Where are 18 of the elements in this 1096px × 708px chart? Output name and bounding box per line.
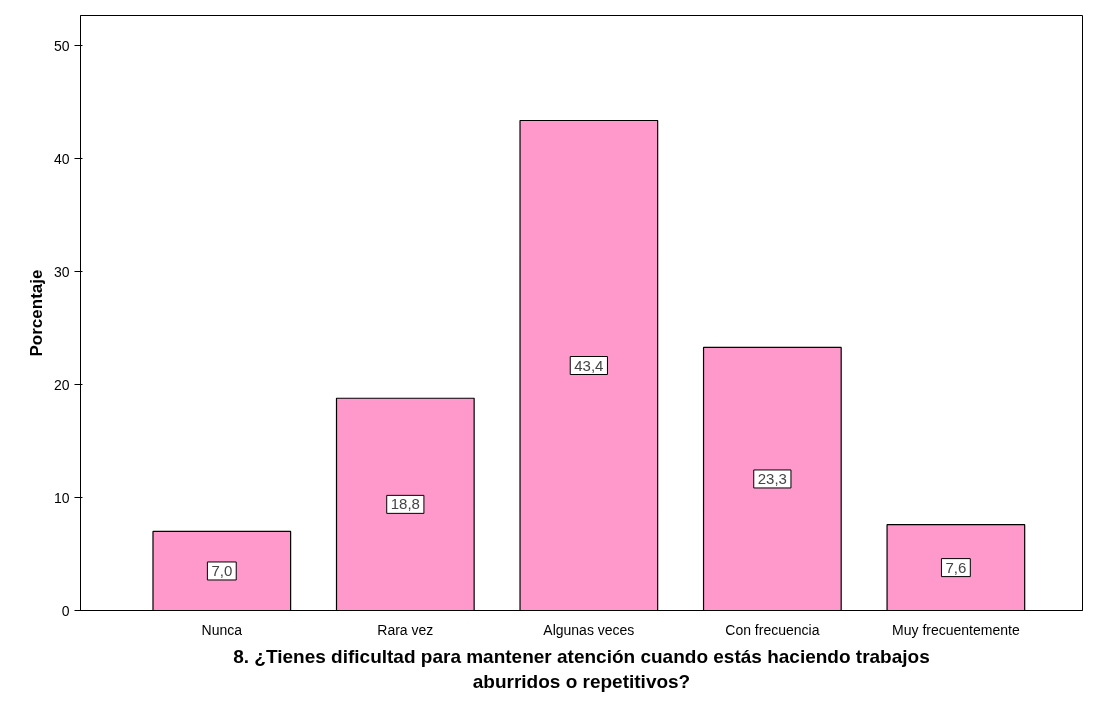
data-label: 18,8 — [390, 495, 420, 513]
data-label: 43,4 — [574, 356, 604, 374]
y-tick-label: 30 — [53, 263, 70, 280]
data-label: 23,3 — [757, 469, 787, 487]
y-axis-title: Porcentaje — [26, 269, 46, 357]
x-tick-label: Algunas veces — [543, 621, 635, 638]
x-tick-label: Muy frecuentemente — [892, 621, 1020, 638]
data-label: 7,6 — [945, 558, 967, 576]
y-tick-label: 40 — [53, 150, 70, 167]
y-tick-label: 0 — [61, 602, 70, 619]
y-tick-label: 20 — [53, 376, 70, 393]
x-tick-label: Con frecuencia — [725, 621, 820, 638]
data-label: 7,0 — [211, 561, 233, 579]
y-tick-label: 50 — [53, 37, 70, 54]
x-tick-label: Nunca — [201, 621, 243, 638]
x-tick-label: Rara vez — [377, 621, 434, 638]
x-axis-title: 8. ¿Tienes dificultad para mantener atención cuando estás haciendo trabajos aburridos o repetitivos? — [233, 645, 930, 692]
y-tick-label: 10 — [53, 489, 70, 506]
